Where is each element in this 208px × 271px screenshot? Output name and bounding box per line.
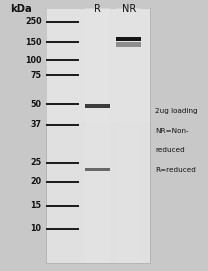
- Text: 37: 37: [31, 120, 42, 129]
- Text: R: R: [94, 5, 101, 14]
- Bar: [85, 104, 110, 108]
- Bar: [116, 37, 141, 41]
- Text: 75: 75: [31, 71, 42, 80]
- Text: NR: NR: [122, 5, 136, 14]
- Text: 100: 100: [25, 56, 42, 65]
- Text: 150: 150: [25, 37, 42, 47]
- Text: 20: 20: [31, 177, 42, 186]
- Bar: [46, 8, 150, 263]
- Text: 250: 250: [25, 17, 42, 26]
- Text: kDa: kDa: [10, 5, 32, 14]
- Bar: [116, 42, 141, 47]
- Text: 15: 15: [31, 201, 42, 211]
- Text: 2ug loading: 2ug loading: [155, 108, 198, 114]
- Text: 10: 10: [31, 224, 42, 234]
- Text: reduced: reduced: [155, 147, 185, 153]
- Text: R=reduced: R=reduced: [155, 167, 196, 173]
- Bar: [85, 8, 110, 263]
- Text: 25: 25: [31, 158, 42, 167]
- Text: NR=Non-: NR=Non-: [155, 128, 189, 134]
- Text: 50: 50: [31, 100, 42, 109]
- Bar: [85, 167, 110, 171]
- Bar: [116, 8, 141, 263]
- Bar: [46, 8, 150, 123]
